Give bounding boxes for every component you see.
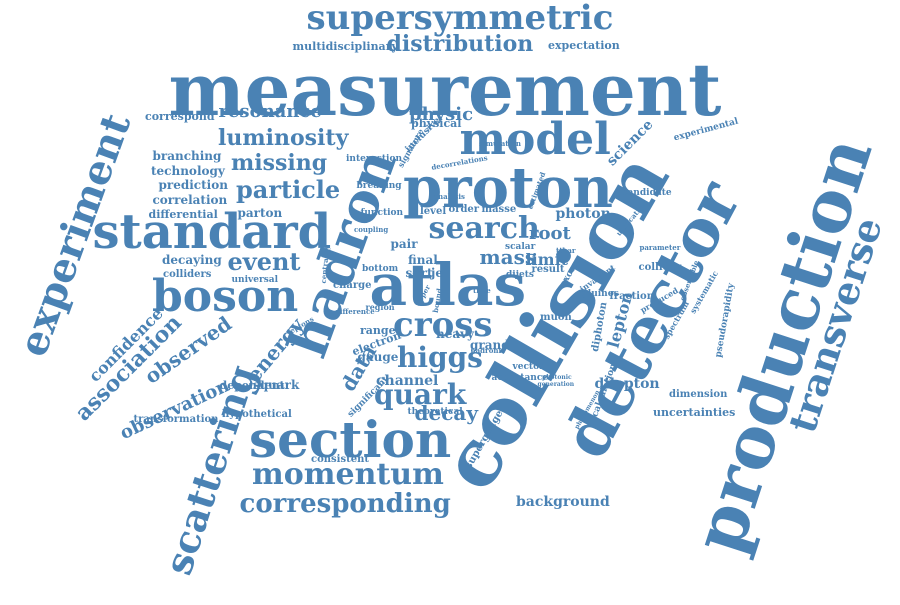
word-bottom: bottom (362, 263, 399, 274)
word-distribution: distribution (386, 31, 534, 57)
word-hypothetical: hypothetical (222, 409, 292, 420)
word-sqrt: sqrt (405, 266, 433, 280)
word-photonic: photonic (542, 374, 572, 381)
word-atlas: atlas (369, 251, 527, 319)
word-higgs: higgs (397, 341, 483, 374)
word-fraction: fraction (609, 291, 655, 302)
word-expectation: expectation (548, 38, 620, 52)
word-simulation: simulation (479, 138, 521, 148)
word-boson: boson (152, 271, 299, 322)
word-quark: quark (374, 378, 467, 411)
word-charge: charge (333, 280, 372, 291)
word-acceptance: acceptance (491, 372, 549, 383)
word-dimension: dimension (669, 389, 728, 400)
word-masse: masse (481, 204, 517, 215)
word-search: search (428, 211, 540, 246)
word-candidate: candidate (622, 187, 672, 198)
word-generation: generation (537, 381, 575, 388)
word-order: order (448, 204, 480, 215)
word-measurement: measurement (168, 47, 722, 132)
word-coupling: coupling (354, 224, 389, 234)
word-dependent: dependent (219, 378, 285, 392)
word-consistent: consistent (311, 454, 369, 465)
word-model: model (459, 114, 611, 165)
word-difference: difference (335, 306, 375, 316)
word-technology: technology (151, 164, 225, 178)
word-channel: channel (376, 373, 439, 389)
word-muon: muon (540, 312, 572, 323)
word-resonance: resonance (218, 101, 322, 122)
word-ttbar: ttbar (556, 245, 576, 255)
word-scalar: scalar (505, 241, 536, 252)
word-correlation: correlation (152, 193, 228, 207)
word-parameter: parameter (639, 242, 681, 252)
word-root: root (529, 223, 571, 244)
word-limit: limit (525, 250, 569, 269)
word-dijets: dijets (506, 269, 534, 280)
word-hadronic: hadronic (470, 345, 506, 355)
word-time: time (473, 285, 491, 295)
word-pair: pair (390, 237, 418, 251)
word-gluinos: gluinos (581, 288, 619, 299)
word-section: section (249, 410, 452, 469)
word-gauge: gauge (357, 350, 399, 364)
word-region: region (365, 302, 395, 312)
word-corresponding: corresponding (239, 489, 451, 519)
word-physic: physic (409, 104, 474, 125)
word-proton: proton (403, 155, 613, 221)
word-analysis: analysis (433, 191, 465, 201)
word-transformation: transformation (133, 414, 219, 425)
word-breaking: breaking (356, 180, 402, 191)
word-final: final (408, 253, 438, 267)
word-collider: collider (638, 262, 682, 273)
word-theoretical: theoretical (407, 406, 463, 417)
word-momentum: momentum (252, 457, 444, 492)
word-result: result (531, 264, 565, 275)
word-standard: standard (92, 204, 332, 260)
word-level: level (420, 206, 447, 217)
word-particle: particle (236, 175, 341, 204)
word-physical: physical (411, 116, 462, 130)
word-parton: parton (237, 206, 283, 220)
word-dilepton: dilepton (594, 376, 660, 392)
word-photon: photon (555, 206, 611, 222)
word-range: range (360, 323, 396, 337)
word-decaying: decaying (162, 253, 222, 267)
word-pseudorapidity: pseudorapidity (713, 281, 737, 358)
word-background: background (516, 494, 610, 510)
word-luminosity: luminosity (218, 125, 349, 151)
word-colliders: colliders (163, 269, 212, 280)
word-prediction: prediction (158, 178, 228, 192)
word-multidisciplinary: multidisciplinary (292, 39, 398, 53)
word-uncertainties: uncertainties (653, 405, 736, 419)
word-supersymmetric: supersymmetric (306, 0, 614, 38)
word-decay: decay (414, 401, 478, 425)
word-missing: missing (231, 150, 328, 176)
word-heavy: heavy (436, 327, 475, 341)
word-jet: jet (431, 266, 449, 280)
word-event: event (227, 247, 301, 276)
word-universal: universal (231, 274, 279, 285)
word-vector: vector (512, 361, 544, 372)
word-branching: branching (152, 149, 222, 163)
word-correspond: correspond (145, 109, 215, 123)
word-differential: differential (148, 207, 218, 221)
word-function: function (360, 207, 404, 218)
word-squark: squark (253, 378, 300, 392)
word-cross: cross (393, 305, 493, 345)
word-grand: grand (470, 338, 510, 352)
word-mass: mass (479, 245, 537, 269)
word-interaction: interaction (346, 153, 403, 164)
